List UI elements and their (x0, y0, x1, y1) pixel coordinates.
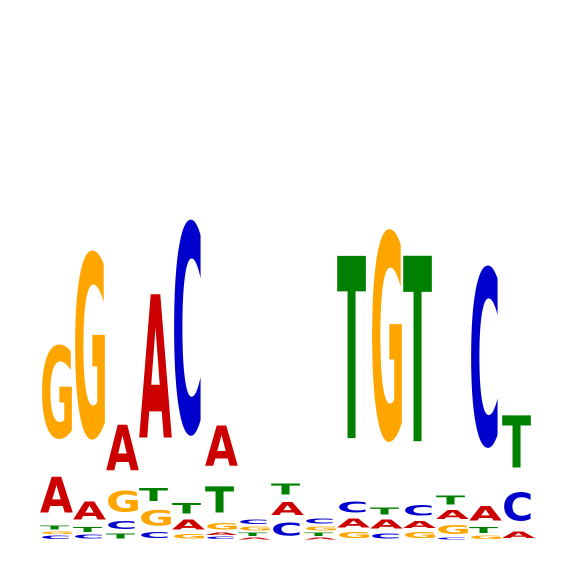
logo-letter-t: T (139, 485, 169, 506)
logo-letter-t: T (502, 401, 531, 485)
logo-letter-c: C (205, 536, 236, 540)
logo-letter-a: A (304, 537, 338, 540)
logo-letter-c: C (370, 532, 401, 540)
logo-letter-g: G (337, 531, 372, 540)
logo-letter-g: G (73, 205, 108, 496)
logo-letter-t: T (172, 501, 201, 518)
logo-letter-a: A (403, 519, 436, 530)
logo-letter-c: C (172, 167, 203, 500)
logo-letter-a: A (370, 517, 404, 531)
logo-letter-a: A (139, 255, 172, 484)
logo-letter-g: G (469, 535, 504, 540)
logo-letter-c: C (271, 519, 302, 540)
logo-letter-g: G (172, 533, 207, 540)
logo-letter-t: T (403, 207, 432, 503)
logo-letter-c: C (469, 220, 500, 501)
logo-letter-g: G (40, 531, 75, 535)
logo-letter-c: C (139, 531, 170, 540)
logo-position-8: CAT (271, 480, 305, 540)
logo-letter-a: A (337, 516, 371, 530)
logo-letter-c: C (337, 498, 368, 516)
logo-letter-a: A (40, 467, 73, 525)
logo-letter-a: A (502, 530, 535, 540)
logo-letter-t: T (106, 532, 135, 540)
logo-letter-a: A (469, 502, 502, 525)
logo-letter-g: G (238, 526, 273, 532)
logo-letter-g: G (106, 485, 141, 519)
logo-letter-a: A (205, 532, 239, 536)
logo-letter-c: C (304, 517, 335, 525)
logo-letter-t: T (271, 480, 300, 498)
logo-letter-a: A (271, 498, 305, 519)
logo-letter-a: A (172, 518, 206, 533)
logo-letter-g: G (370, 178, 405, 505)
logo-position-15: ACT (502, 401, 535, 541)
logo-letter-t: T (370, 506, 399, 517)
logo-letter-a: A (73, 497, 106, 526)
logo-letter-g: G (304, 526, 339, 532)
logo-letter-c: C (502, 484, 533, 529)
logo-letter-g: G (436, 523, 471, 537)
logo-letter-t: T (304, 532, 334, 537)
logo-letter-g: G (205, 521, 240, 531)
logo-letter-g: G (403, 531, 438, 540)
logo-letter-t: T (469, 526, 498, 535)
logo-letter-a: A (106, 412, 139, 486)
logo-letter-c: C (436, 537, 467, 540)
logo-letter-g: G (40, 322, 75, 468)
logo-letter-c: C (403, 503, 434, 520)
logo-letter-a: A (205, 415, 238, 480)
logo-letter-c: C (106, 519, 137, 531)
logo-letter-t: T (73, 526, 102, 534)
logo-letter-c: C (238, 518, 269, 525)
logo-letter-a: A (436, 508, 470, 522)
logo-letter-g: G (139, 506, 174, 531)
logo-letter-c: C (40, 535, 71, 540)
logo-letter-t: T (337, 207, 366, 498)
logo-letter-t: T (40, 525, 69, 531)
logo-letter-t: T (436, 493, 466, 507)
logo-letter-a: A (238, 537, 272, 540)
logo-letter-t: T (238, 532, 268, 537)
logo-letter-t: T (205, 480, 234, 522)
logo-letter-c: C (73, 534, 104, 540)
